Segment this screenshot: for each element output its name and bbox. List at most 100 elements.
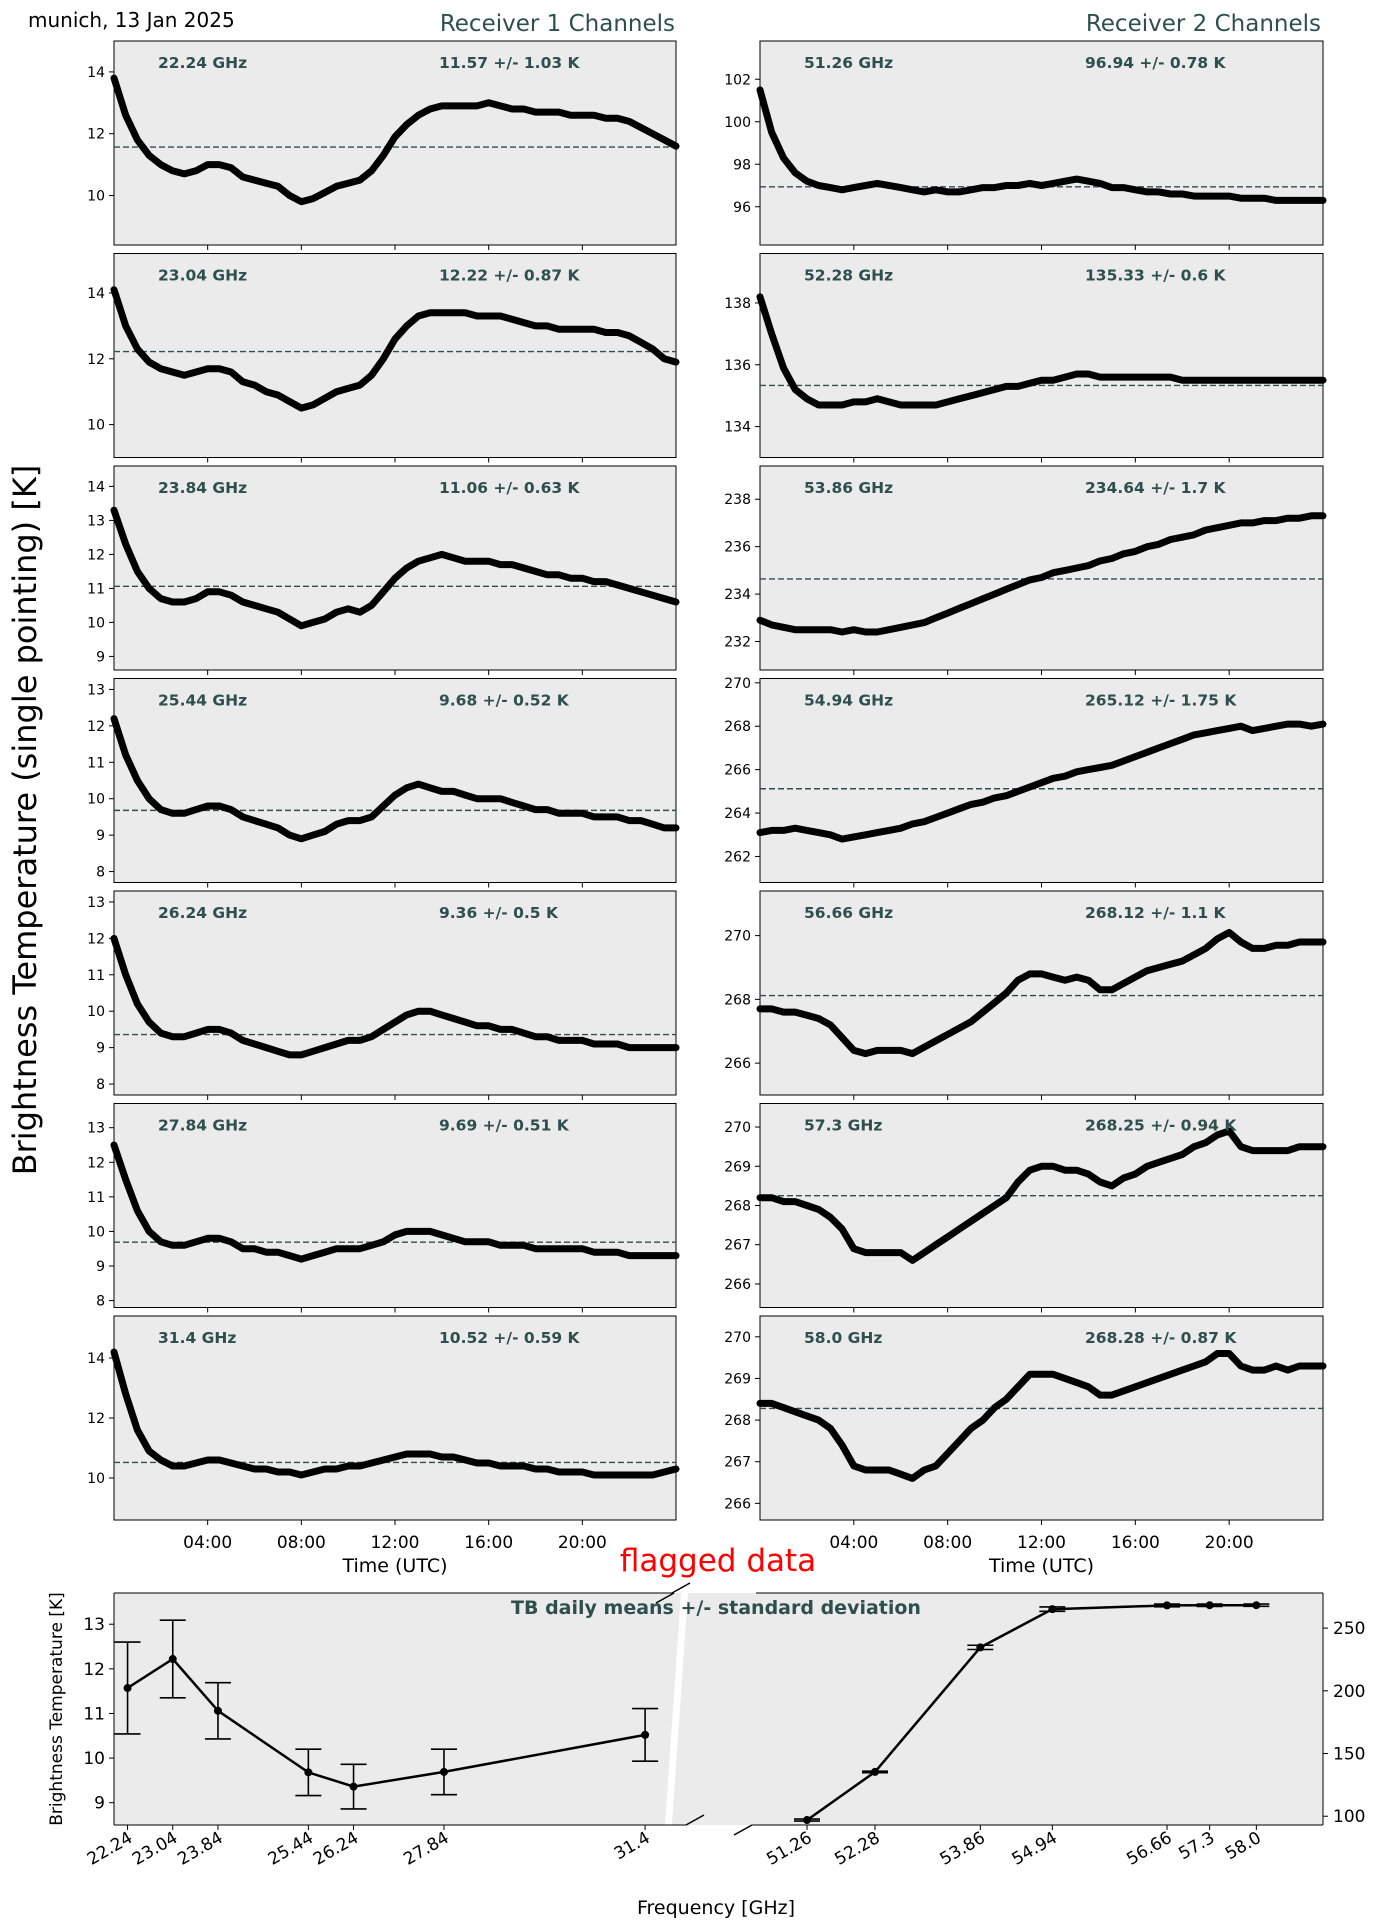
y-tick-label: 10 [87, 189, 105, 205]
summary-title: TB daily means +/- standard deviation [511, 1597, 921, 1619]
y-tick-label: 134 [724, 420, 751, 436]
channel-label: 58.0 GHz [804, 1329, 882, 1347]
y-tick-label: 13 [87, 895, 105, 911]
stats-label: 11.57 +/- 1.03 K [439, 54, 581, 72]
axis-break-marker [733, 1824, 753, 1836]
mean-point [123, 1684, 132, 1693]
mean-point [976, 1643, 985, 1652]
channel-label: 22.24 GHz [158, 54, 247, 72]
y-tick-label: 138 [724, 296, 751, 312]
stats-label: 11.06 +/- 0.63 K [439, 479, 581, 497]
stats-label: 135.33 +/- 0.6 K [1085, 267, 1227, 285]
channel-label: 26.24 GHz [158, 904, 247, 922]
y-tick-label: 268 [724, 719, 751, 735]
panel-11: 8 9 10 11 12 13 27.84 GHz 9.69 +/- 0.51 K [87, 1103, 680, 1313]
x-tick-label: 57.3 [1175, 1828, 1218, 1864]
x-tick-label: 22.24 [84, 1828, 136, 1870]
channel-label: 23.04 GHz [158, 267, 247, 285]
x-tick-label: 58.0 [1222, 1828, 1265, 1864]
stats-label: 9.68 +/- 0.52 K [439, 692, 570, 710]
left-y-tick-label: 11 [83, 1704, 105, 1724]
channel-label: 56.66 GHz [804, 904, 893, 922]
y-tick-label: 8 [96, 1077, 105, 1093]
y-tick-label: 12 [87, 127, 105, 143]
channel-label: 31.4 GHz [158, 1329, 236, 1347]
mean-point [1252, 1601, 1261, 1610]
panel-10: 266 268 270 56.66 GHz 268.12 +/- 1.1 K [724, 890, 1327, 1100]
x-tick-label: 23.04 [129, 1828, 181, 1870]
y-tick-label: 12 [87, 1155, 105, 1171]
x-axis-label: Time (UTC) [341, 1555, 447, 1577]
stats-label: 10.52 +/- 0.59 K [439, 1329, 581, 1347]
x-tick-label: 04:00 [829, 1533, 878, 1553]
y-tick-label: 9 [96, 828, 105, 844]
y-tick-label: 9 [96, 1259, 105, 1275]
series-line [756, 293, 1327, 409]
panel-13: 10 12 14 04:00 08:00 12:00 16:00 20:00 Time (UTC… [87, 1315, 680, 1577]
summary-xlabel: Frequency [GHz] [637, 1897, 795, 1919]
right-y-tick-label: 100 [1333, 1807, 1365, 1827]
mean-point [641, 1730, 650, 1739]
y-tick-label: 238 [724, 492, 751, 508]
y-tick-label: 269 [724, 1159, 751, 1175]
channel-label: 51.26 GHz [804, 54, 893, 72]
mean-point [803, 1816, 811, 1825]
flagged-data-label: flagged data [620, 1543, 816, 1579]
left-y-tick-label: 12 [83, 1660, 105, 1680]
y-tick-label: 13 [87, 1121, 105, 1137]
stats-label: 268.12 +/- 1.1 K [1085, 904, 1227, 922]
y-tick-label: 11 [87, 1190, 105, 1206]
x-tick-label: 26.24 [310, 1828, 362, 1870]
y-tick-label: 268 [724, 992, 751, 1008]
mean-point [1205, 1601, 1214, 1610]
x-tick-label: 56.66 [1123, 1828, 1175, 1870]
panel-5: 9 10 11 12 13 14 23.84 GHz 11.06 +/- 0.63 K [87, 465, 680, 675]
y-tick-label: 269 [724, 1371, 751, 1387]
y-tick-label: 266 [724, 1496, 751, 1512]
y-tick-label: 234 [724, 587, 751, 603]
x-tick-label: 16:00 [464, 1533, 513, 1553]
y-tick-label: 266 [724, 1056, 751, 1072]
y-tick-label: 13 [87, 682, 105, 698]
y-tick-label: 10 [87, 1224, 105, 1240]
channel-label: 57.3 GHz [804, 1117, 882, 1135]
series-line [756, 928, 1327, 1058]
y-tick-label: 267 [724, 1238, 751, 1254]
x-axis-label: Time (UTC) [988, 1555, 1094, 1577]
x-tick-label: 52.28 [831, 1828, 883, 1870]
series-line [756, 1350, 1327, 1482]
y-tick-label: 11 [87, 755, 105, 771]
y-tick-label: 266 [724, 1277, 751, 1293]
x-tick-label: 04:00 [183, 1533, 232, 1553]
panel-2: 96 98 100 102 51.26 GHz 96.94 +/- 0.78 K [724, 40, 1327, 250]
axis-break-marker [685, 1814, 705, 1826]
mean-point [871, 1767, 879, 1776]
y-tick-label: 12 [87, 547, 105, 563]
channel-label: 25.44 GHz [158, 692, 247, 710]
series-line [110, 715, 680, 843]
y-tick-label: 262 [724, 849, 751, 865]
series-line [756, 720, 1327, 843]
x-tick-label: 23.84 [174, 1828, 226, 1870]
panel-frame [113, 253, 677, 458]
location-date-label: munich, 13 Jan 2025 [28, 8, 235, 32]
x-tick-label: 25.44 [265, 1828, 317, 1870]
right-y-tick-label: 200 [1333, 1682, 1365, 1702]
axis-break-filler [672, 1593, 756, 1825]
y-tick-label: 10 [87, 792, 105, 808]
x-tick-label: 08:00 [923, 1533, 972, 1553]
channel-label: 52.28 GHz [804, 267, 893, 285]
x-tick-label: 20:00 [558, 1533, 607, 1553]
y-tick-label: 10 [87, 1004, 105, 1020]
series-line [110, 506, 680, 630]
panel-8: 262 264 266 268 270 54.94 GHz 265.12 +/- 1.75 … [724, 676, 1327, 888]
axis-break-marker [671, 1582, 691, 1594]
stats-label: 234.64 +/- 1.7 K [1085, 479, 1227, 497]
y-tick-label: 270 [724, 929, 751, 945]
y-tick-label: 267 [724, 1455, 751, 1471]
left-y-tick-label: 13 [83, 1615, 105, 1635]
y-tick-label: 10 [87, 418, 105, 434]
y-tick-label: 136 [724, 358, 751, 374]
